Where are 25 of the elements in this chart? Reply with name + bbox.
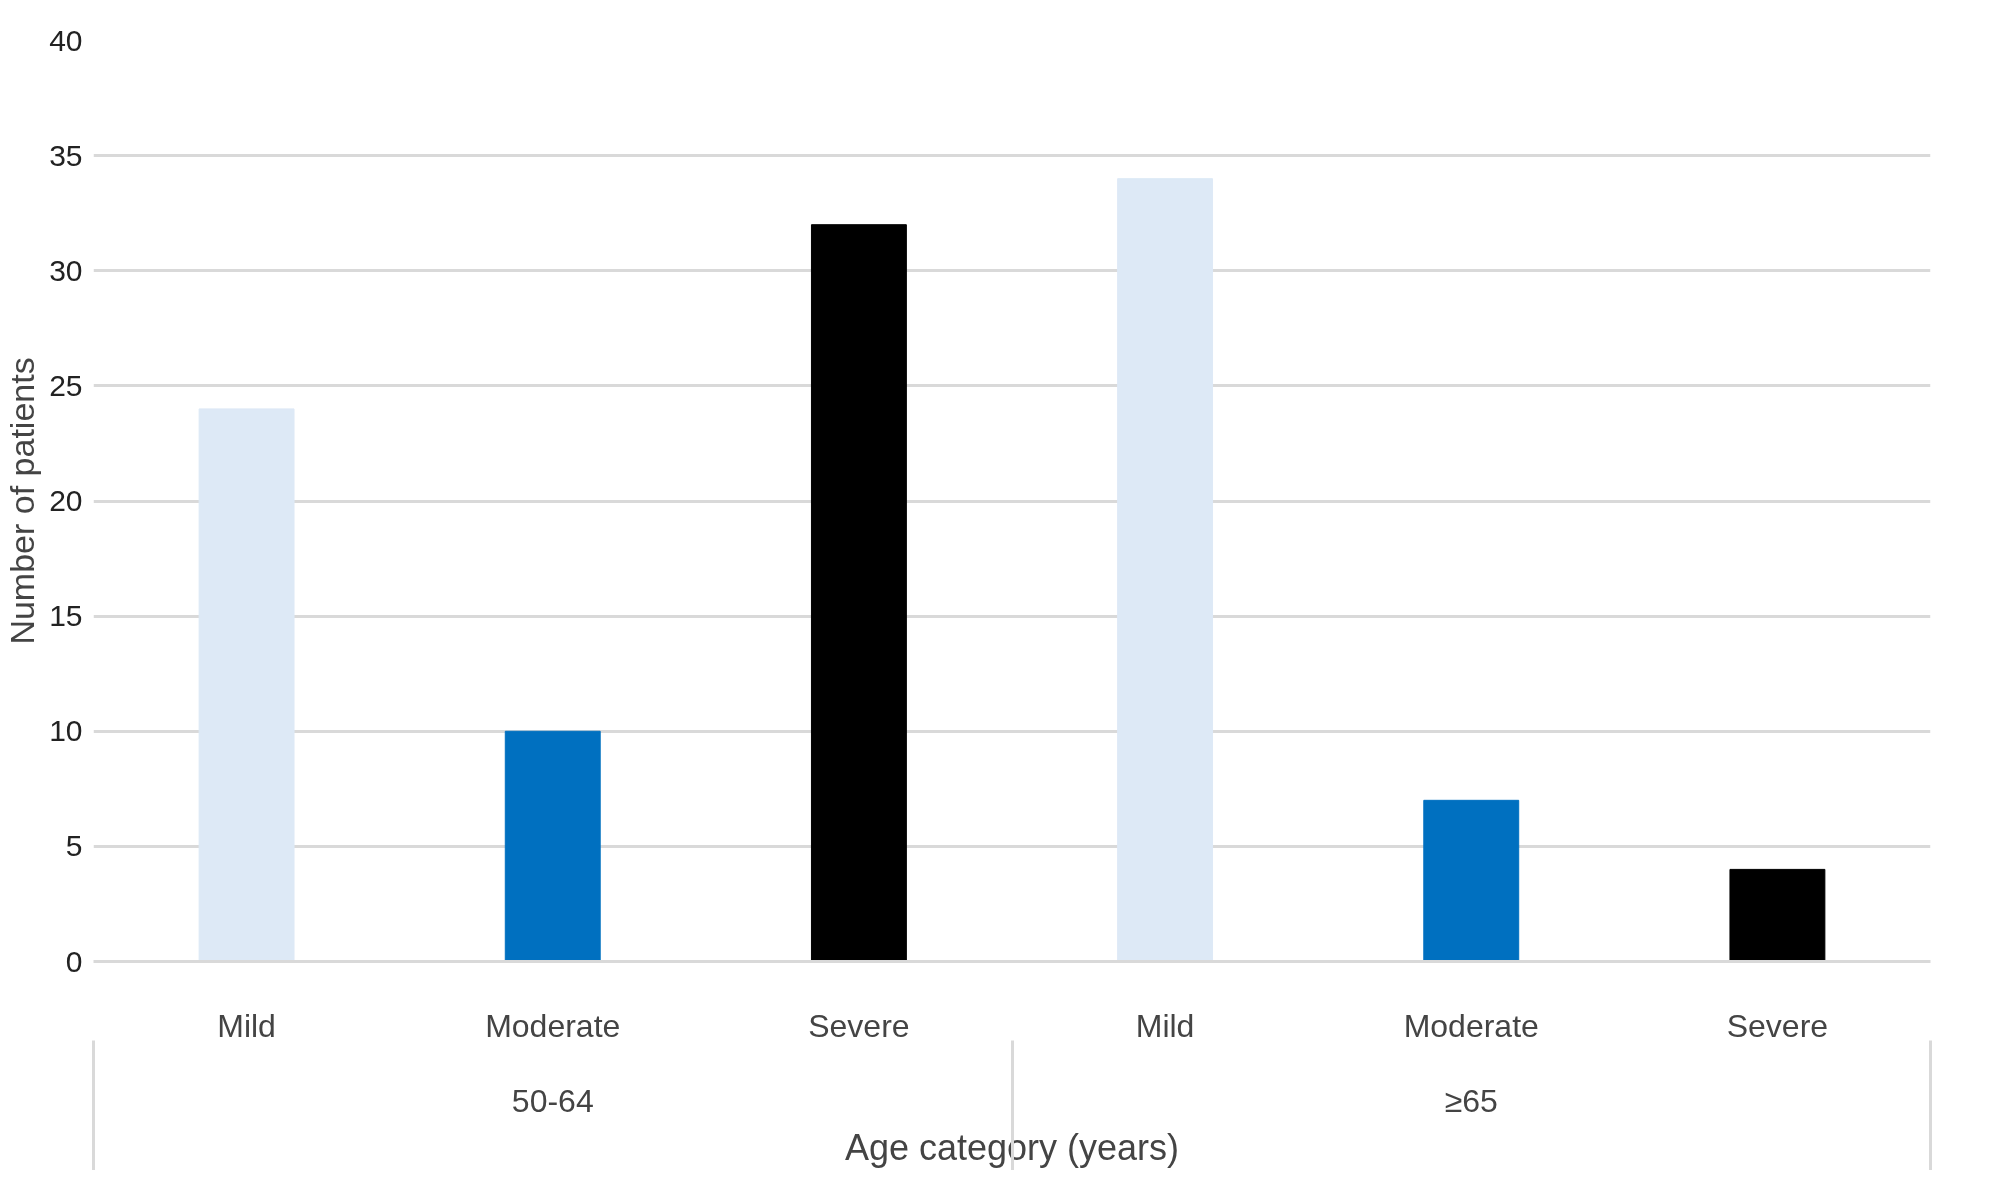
bar <box>504 730 601 962</box>
y-tick-label: 40 <box>49 23 83 57</box>
x-tick-label: Moderate <box>485 1007 621 1044</box>
bar <box>1117 178 1214 962</box>
y-tick-label: 35 <box>49 138 83 172</box>
y-tick-label: 0 <box>65 944 83 978</box>
y-tick-label: 10 <box>49 714 83 748</box>
y-tick-label: 25 <box>49 368 83 402</box>
bar <box>198 408 295 962</box>
x-tick-label: Moderate <box>1403 1007 1539 1044</box>
x-axis-title: Age category (years) <box>844 1126 1180 1168</box>
bar <box>1729 868 1826 962</box>
x-tick-label: Severe <box>808 1007 910 1044</box>
bar <box>810 224 907 962</box>
y-tick-label: 30 <box>49 253 83 287</box>
y-tick-label: 5 <box>65 829 83 863</box>
x-tick-label: Severe <box>1726 1007 1829 1044</box>
x-tick-label: Mild <box>1135 1007 1195 1044</box>
y-tick-label: 20 <box>49 484 83 517</box>
text: 50-64 <box>511 1082 594 1119</box>
text: ≥65 <box>1444 1082 1498 1119</box>
y-tick-label: 15 <box>49 599 83 633</box>
y-axis-title: Number of patients <box>3 357 42 645</box>
x-tick-label: Mild <box>217 1007 276 1044</box>
bar <box>1423 799 1520 962</box>
